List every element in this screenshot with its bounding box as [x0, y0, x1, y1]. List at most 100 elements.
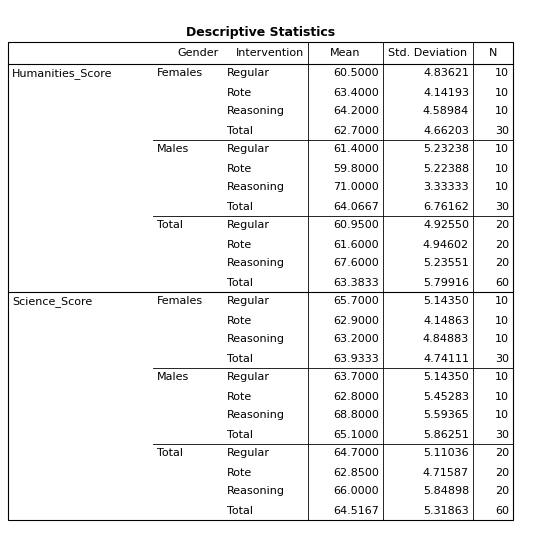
- Text: 60.9500: 60.9500: [333, 220, 379, 230]
- Text: 20: 20: [495, 259, 509, 269]
- Text: Reasoning: Reasoning: [227, 486, 285, 496]
- Text: 64.2000: 64.2000: [333, 106, 379, 116]
- Text: 30: 30: [495, 202, 509, 212]
- Text: Reasoning: Reasoning: [227, 259, 285, 269]
- Text: 10: 10: [495, 163, 509, 173]
- Text: 4.66203: 4.66203: [423, 126, 469, 136]
- Text: 10: 10: [495, 372, 509, 382]
- Text: 5.14350: 5.14350: [423, 296, 469, 306]
- Text: 64.7000: 64.7000: [333, 449, 379, 459]
- Text: 4.14193: 4.14193: [423, 88, 469, 98]
- Text: 4.14863: 4.14863: [423, 315, 469, 326]
- Text: 4.71587: 4.71587: [423, 468, 469, 478]
- Text: 5.23551: 5.23551: [423, 259, 469, 269]
- Text: Rote: Rote: [227, 468, 252, 478]
- Text: 10: 10: [495, 335, 509, 345]
- Text: 62.7000: 62.7000: [333, 126, 379, 136]
- Text: Males: Males: [157, 145, 189, 155]
- Text: Total: Total: [227, 126, 253, 136]
- Text: Total: Total: [227, 353, 253, 363]
- Text: 4.58984: 4.58984: [423, 106, 469, 116]
- Text: 4.74111: 4.74111: [423, 353, 469, 363]
- Text: N: N: [489, 48, 497, 58]
- Text: 10: 10: [495, 392, 509, 402]
- Text: Descriptive Statistics: Descriptive Statistics: [186, 26, 335, 39]
- Text: Regular: Regular: [227, 220, 270, 230]
- Text: Total: Total: [227, 429, 253, 439]
- Text: 61.6000: 61.6000: [333, 239, 379, 249]
- Text: 62.9000: 62.9000: [333, 315, 379, 326]
- Bar: [8, 42, 513, 520]
- Text: 5.22388: 5.22388: [423, 163, 469, 173]
- Text: 63.3833: 63.3833: [333, 278, 379, 288]
- Text: 71.0000: 71.0000: [333, 182, 379, 192]
- Text: 10: 10: [495, 296, 509, 306]
- Text: 3.33333: 3.33333: [423, 182, 469, 192]
- Text: 5.11036: 5.11036: [423, 449, 469, 459]
- Text: 66.0000: 66.0000: [333, 486, 379, 496]
- Text: Mean: Mean: [330, 48, 361, 58]
- Text: 5.23238: 5.23238: [423, 145, 469, 155]
- Text: 62.8000: 62.8000: [333, 392, 379, 402]
- Text: Rote: Rote: [227, 315, 252, 326]
- Text: Reasoning: Reasoning: [227, 106, 285, 116]
- Text: 30: 30: [495, 353, 509, 363]
- Text: 5.14350: 5.14350: [423, 372, 469, 382]
- Text: Intervention: Intervention: [236, 48, 304, 58]
- Text: Total: Total: [157, 449, 183, 459]
- Text: 4.94602: 4.94602: [423, 239, 469, 249]
- Text: Rote: Rote: [227, 239, 252, 249]
- Text: 20: 20: [495, 486, 509, 496]
- Text: Females: Females: [157, 69, 203, 79]
- Text: 20: 20: [495, 220, 509, 230]
- Text: 63.2000: 63.2000: [333, 335, 379, 345]
- Text: 20: 20: [495, 449, 509, 459]
- Text: Reasoning: Reasoning: [227, 411, 285, 420]
- Text: Reasoning: Reasoning: [227, 335, 285, 345]
- Text: 5.86251: 5.86251: [423, 429, 469, 439]
- Text: 5.59365: 5.59365: [423, 411, 469, 420]
- Text: 5.84898: 5.84898: [423, 486, 469, 496]
- Text: Total: Total: [227, 202, 253, 212]
- Text: Regular: Regular: [227, 145, 270, 155]
- Text: 63.9333: 63.9333: [333, 353, 379, 363]
- Text: 60.5000: 60.5000: [333, 69, 379, 79]
- Text: 64.5167: 64.5167: [333, 505, 379, 516]
- Text: 6.76162: 6.76162: [423, 202, 469, 212]
- Text: 10: 10: [495, 106, 509, 116]
- Text: 10: 10: [495, 88, 509, 98]
- Text: 30: 30: [495, 429, 509, 439]
- Text: Regular: Regular: [227, 69, 270, 79]
- Text: 5.79916: 5.79916: [423, 278, 469, 288]
- Text: 10: 10: [495, 182, 509, 192]
- Text: 62.8500: 62.8500: [333, 468, 379, 478]
- Text: 10: 10: [495, 69, 509, 79]
- Text: 61.4000: 61.4000: [333, 145, 379, 155]
- Text: Rote: Rote: [227, 163, 252, 173]
- Text: 30: 30: [495, 126, 509, 136]
- Text: 20: 20: [495, 239, 509, 249]
- Text: 68.8000: 68.8000: [333, 411, 379, 420]
- Text: Total: Total: [227, 505, 253, 516]
- Text: Humanities_Score: Humanities_Score: [12, 68, 112, 79]
- Text: 65.7000: 65.7000: [333, 296, 379, 306]
- Text: 5.45283: 5.45283: [423, 392, 469, 402]
- Text: 60: 60: [495, 278, 509, 288]
- Text: Rote: Rote: [227, 88, 252, 98]
- Text: 4.83621: 4.83621: [423, 69, 469, 79]
- Text: Total: Total: [227, 278, 253, 288]
- Text: Std. Deviation: Std. Deviation: [388, 48, 468, 58]
- Text: Rote: Rote: [227, 392, 252, 402]
- Text: 10: 10: [495, 411, 509, 420]
- Text: 59.8000: 59.8000: [333, 163, 379, 173]
- Text: 10: 10: [495, 145, 509, 155]
- Text: 63.7000: 63.7000: [333, 372, 379, 382]
- Text: Gender: Gender: [178, 48, 219, 58]
- Text: 63.4000: 63.4000: [333, 88, 379, 98]
- Text: Reasoning: Reasoning: [227, 182, 285, 192]
- Text: 5.31863: 5.31863: [423, 505, 469, 516]
- Text: 4.84883: 4.84883: [423, 335, 469, 345]
- Text: 65.1000: 65.1000: [333, 429, 379, 439]
- Text: Science_Score: Science_Score: [12, 296, 92, 307]
- Text: Regular: Regular: [227, 372, 270, 382]
